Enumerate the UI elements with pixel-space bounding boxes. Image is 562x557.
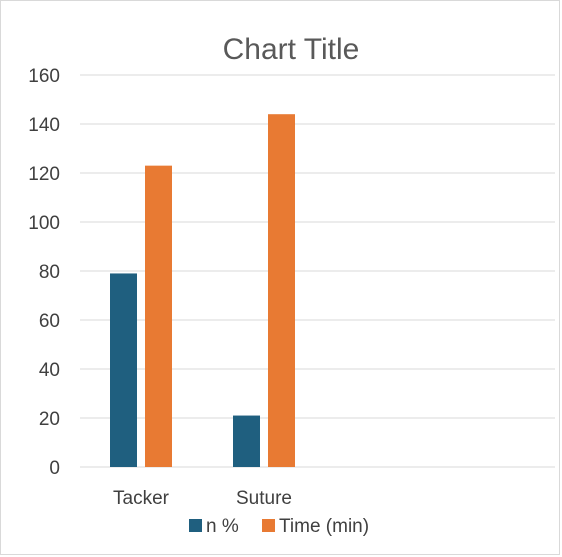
bar-suture-series-2 xyxy=(268,114,295,467)
legend-label: n % xyxy=(206,516,239,537)
y-tick-label: 140 xyxy=(28,115,60,136)
legend-swatch xyxy=(262,519,275,532)
legend-swatch xyxy=(189,519,202,532)
x-tick-label: Suture xyxy=(236,488,292,509)
y-tick-label: 0 xyxy=(49,458,60,479)
bar-suture-series-1 xyxy=(233,415,260,467)
y-tick-label: 40 xyxy=(39,360,60,381)
y-tick-label: 120 xyxy=(28,164,60,185)
bar-tacker-series-1 xyxy=(110,273,137,467)
x-axis-ticks: Tacker Suture xyxy=(113,488,292,509)
bars xyxy=(110,114,295,467)
legend-label: Time (min) xyxy=(279,516,369,537)
legend: n % Time (min) xyxy=(189,516,369,537)
y-tick-label: 20 xyxy=(39,409,60,430)
x-tick-label: Tacker xyxy=(113,488,170,509)
y-axis-ticks: 0 20 40 60 80 100 120 140 160 xyxy=(28,66,60,479)
y-tick-label: 100 xyxy=(28,213,60,234)
y-tick-label: 60 xyxy=(39,311,60,332)
y-tick-label: 160 xyxy=(28,66,60,87)
y-tick-label: 80 xyxy=(39,262,60,283)
chart-title: Chart Title xyxy=(223,33,360,66)
bar-tacker-series-2 xyxy=(145,165,172,467)
